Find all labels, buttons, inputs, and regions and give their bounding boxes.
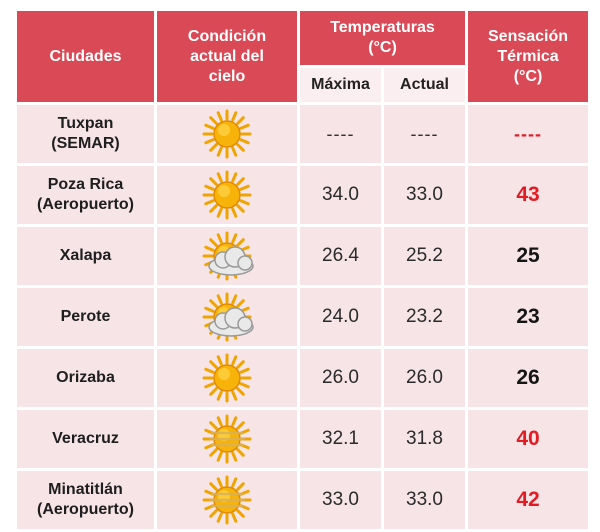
city-cell: Xalapa <box>14 224 157 288</box>
header-sensacion-line1: Sensación <box>488 27 569 45</box>
table-row: Minatitlán (Aeropuerto) 33.0 33.0 42 <box>14 468 592 532</box>
city-cell: Orizaba <box>14 346 157 410</box>
partly-cloudy-icon <box>197 292 257 342</box>
header-maxima: Máxima <box>297 65 384 105</box>
max-temp-cell: 34.0 <box>297 163 384 227</box>
hazy-sun-icon <box>197 414 257 464</box>
header-ciudades: Ciudades <box>14 8 157 105</box>
max-temp-cell: 32.1 <box>297 407 384 471</box>
sun-icon <box>197 109 257 159</box>
city-cell: Tuxpan (SEMAR) <box>14 102 157 166</box>
actual-temp-cell: 33.0 <box>380 163 469 227</box>
city-name: Xalapa <box>59 247 112 264</box>
actual-temp-cell: 33.0 <box>380 468 469 532</box>
actual-temp-cell: 25.2 <box>380 224 469 288</box>
city-cell: Veracruz <box>14 407 157 471</box>
sky-condition-cell <box>154 163 300 227</box>
feels-like-cell: 26 <box>465 346 592 410</box>
header-condicion: Condición actual del cielo <box>154 8 300 105</box>
city-name: Orizaba <box>56 369 115 386</box>
actual-temp-cell: 23.2 <box>380 285 469 349</box>
city-name: Perote <box>60 308 111 325</box>
feels-like-cell: 43 <box>465 163 592 227</box>
sky-condition-cell <box>154 285 300 349</box>
city-name: Veracruz <box>52 430 119 447</box>
weather-table-panel: Ciudades Condición actual del cielo Temp… <box>14 8 592 532</box>
sky-condition-cell <box>154 407 300 471</box>
header-temperaturas-line1: Temperaturas <box>330 19 435 36</box>
city-cell: Perote <box>14 285 157 349</box>
header-condicion-line3: cielo <box>208 67 246 85</box>
city-name: Tuxpan <box>57 115 114 132</box>
actual-temp-cell: 26.0 <box>380 346 469 410</box>
header-sensacion: Sensación Térmica (°C) <box>465 8 592 105</box>
sun-icon <box>197 353 257 403</box>
max-temp-cell: ---- <box>297 102 384 166</box>
header-temperaturas: Temperaturas (°C) <box>296 8 469 68</box>
table-row: Perote 24.0 23.2 23 <box>14 285 592 349</box>
partly-cloudy-icon <box>197 231 257 281</box>
city-name: Minatitlán <box>48 481 123 498</box>
city-cell: Poza Rica (Aeropuerto) <box>14 163 157 227</box>
feels-like-cell: 25 <box>465 224 592 288</box>
header-temperaturas-line2: (°C) <box>368 39 397 56</box>
table-row: Xalapa 26.4 25.2 25 <box>14 224 592 288</box>
table-row: Tuxpan (SEMAR) ---- ---- ---- <box>14 102 592 166</box>
table-row: Veracruz 32.1 31.8 40 <box>14 407 592 471</box>
header-condicion-line2: actual del <box>190 47 264 65</box>
feels-like-cell: ---- <box>465 102 592 166</box>
header-sensacion-line2: Térmica <box>497 47 559 65</box>
sky-condition-cell <box>154 346 300 410</box>
city-cell: Minatitlán (Aeropuerto) <box>14 468 157 532</box>
city-name: Poza Rica <box>47 176 124 193</box>
header-condicion-line1: Condición <box>187 27 267 45</box>
max-temp-cell: 26.4 <box>297 224 384 288</box>
sun-icon <box>197 170 257 220</box>
max-temp-cell: 33.0 <box>297 468 384 532</box>
actual-temp-cell: ---- <box>380 102 469 166</box>
actual-temp-cell: 31.8 <box>380 407 469 471</box>
header-sensacion-line3: (°C) <box>513 67 543 85</box>
header-ciudades-label: Ciudades <box>49 47 122 65</box>
table-row: Orizaba 26.0 26.0 26 <box>14 346 592 410</box>
city-qualifier: (Aeropuerto) <box>37 196 134 213</box>
feels-like-cell: 42 <box>465 468 592 532</box>
hazy-sun-icon <box>197 475 257 525</box>
weather-table: Ciudades Condición actual del cielo Temp… <box>14 8 592 532</box>
sky-condition-cell <box>154 224 300 288</box>
city-qualifier: (SEMAR) <box>51 135 120 152</box>
feels-like-cell: 23 <box>465 285 592 349</box>
table-row: Poza Rica (Aeropuerto) 34.0 33.0 43 <box>14 163 592 227</box>
feels-like-cell: 40 <box>465 407 592 471</box>
header-actual: Actual <box>380 65 469 105</box>
max-temp-cell: 24.0 <box>297 285 384 349</box>
sky-condition-cell <box>154 468 300 532</box>
max-temp-cell: 26.0 <box>297 346 384 410</box>
sky-condition-cell <box>154 102 300 166</box>
city-qualifier: (Aeropuerto) <box>37 501 134 518</box>
